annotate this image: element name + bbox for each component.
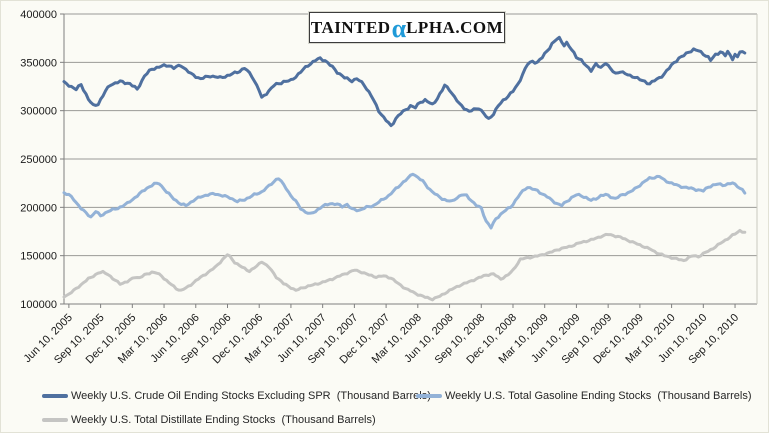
y-tick-label: 300000 (20, 106, 57, 118)
legend-line-swatch-distillate (42, 418, 68, 422)
y-tick-label: 200000 (20, 202, 57, 214)
legend-item-crude-oil: Weekly U.S. Crude Oil Ending Stocks Excl… (42, 390, 431, 402)
y-tick-label: 350000 (20, 57, 57, 69)
logo-alpha-glyph: α (391, 14, 407, 43)
series-line-gasoline (62, 172, 747, 230)
series-line-crude-oil (62, 35, 747, 128)
legend-item-distillate: Weekly U.S. Total Distillate Ending Stoc… (42, 414, 376, 426)
legend-label-gasoline: Weekly U.S. Total Gasoline Ending Stocks… (445, 390, 752, 402)
logo-text-suffix: LPHA.COM (406, 18, 504, 37)
legend-line-swatch-gasoline (416, 394, 442, 398)
legend-label-crude: Weekly U.S. Crude Oil Ending Stocks Excl… (71, 390, 431, 402)
y-tick-label: 150000 (20, 251, 57, 263)
y-tick-label: 250000 (20, 154, 57, 166)
taintedalpha-logo: TAINTED α LPHA.COM (309, 12, 505, 43)
legend-label-distillate: Weekly U.S. Total Distillate Ending Stoc… (71, 414, 376, 426)
legend-item-gasoline: Weekly U.S. Total Gasoline Ending Stocks… (416, 390, 752, 402)
series-line-distillate (62, 228, 747, 302)
legend-line-swatch-crude (42, 394, 68, 398)
y-tick-label: 100000 (20, 299, 57, 311)
logo-text-prefix: TAINTED (310, 18, 391, 37)
y-tick-label: 400000 (20, 9, 57, 21)
